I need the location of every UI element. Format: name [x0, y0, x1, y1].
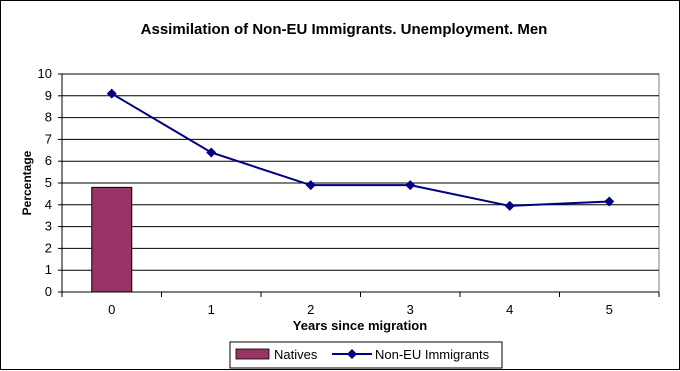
legend-swatch-natives [235, 348, 270, 360]
legend-label-natives: Natives [274, 347, 318, 362]
y-tick-label: 9 [45, 88, 52, 103]
legend-label-immigrants: Non-EU Immigrants [375, 347, 490, 362]
legend-marker-immigrants [347, 349, 357, 359]
point-immigrants [206, 147, 217, 158]
point-immigrants [504, 200, 515, 211]
line-immigrants [111, 92, 610, 207]
x-tick-label: 5 [606, 302, 613, 317]
x-tick-label: 4 [506, 302, 513, 317]
y-tick-label: 8 [45, 110, 52, 125]
y-tick-label: 4 [45, 197, 52, 212]
x-tick-label: 1 [208, 302, 215, 317]
x-tick-label: 2 [307, 302, 314, 317]
y-tick-label: 10 [38, 66, 52, 81]
x-tick-label: 3 [407, 302, 414, 317]
point-immigrants [305, 180, 316, 191]
chart-title: Assimilation of Non-EU Immigrants. Unemp… [141, 21, 548, 38]
line-series-immigrants [106, 88, 615, 211]
point-immigrants [106, 88, 117, 99]
y-tick-label: 0 [45, 284, 52, 299]
y-axis-ticks: 0 1 2 3 4 5 6 7 8 9 10 [38, 66, 62, 299]
point-immigrants [405, 180, 416, 191]
y-tick-label: 1 [45, 262, 52, 277]
point-immigrants [604, 196, 615, 207]
bar-series-natives [91, 186, 133, 293]
x-axis-label: Years since migration [293, 318, 427, 333]
x-tick-label: 0 [108, 302, 115, 317]
y-axis-label: Percentage [20, 150, 34, 215]
y-tick-label: 7 [45, 131, 52, 146]
bar-natives [91, 186, 133, 293]
y-tick-label: 5 [45, 175, 52, 190]
y-tick-label: 2 [45, 240, 52, 255]
x-axis-ticks: 0 1 2 3 4 5 [61, 292, 660, 317]
gridlines [62, 73, 659, 271]
y-tick-label: 6 [45, 153, 52, 168]
y-tick-label: 3 [45, 219, 52, 234]
legend: Natives Non-EU Immigrants [229, 341, 503, 369]
